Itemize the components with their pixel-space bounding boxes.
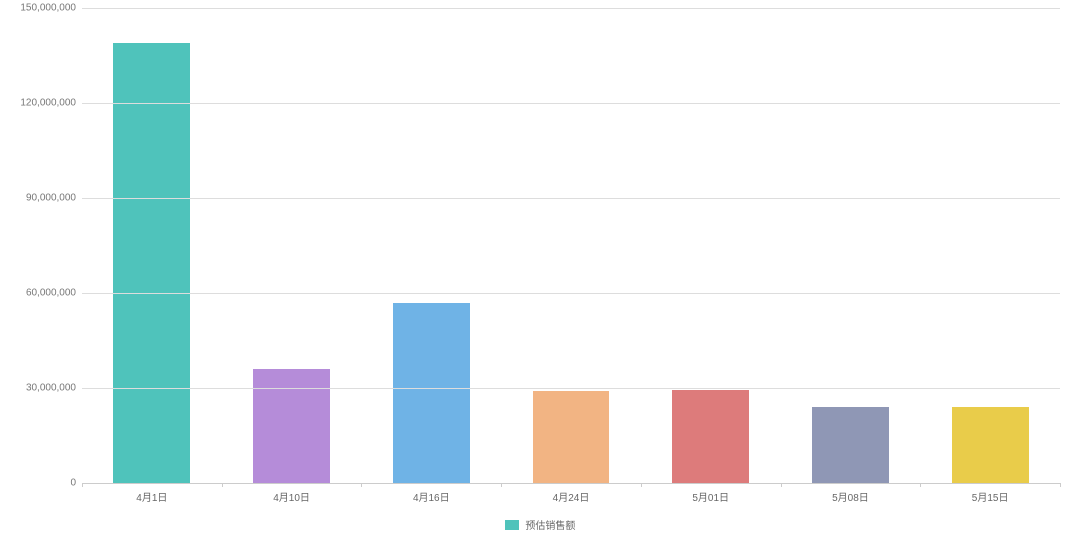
y-tick-label: 30,000,000 [26, 383, 82, 394]
bars-layer [82, 8, 1060, 483]
y-tick-label: 120,000,000 [20, 98, 82, 109]
x-tick-label: 4月1日 [136, 483, 167, 504]
legend: 预估销售额 [0, 517, 1080, 532]
x-axis-tick [920, 483, 921, 487]
x-axis-tick [361, 483, 362, 487]
bar[interactable] [952, 407, 1029, 483]
x-axis-tick [501, 483, 502, 487]
bar[interactable] [113, 43, 190, 483]
x-axis-tick [641, 483, 642, 487]
x-axis-tick [781, 483, 782, 487]
y-tick-label: 150,000,000 [20, 3, 82, 14]
y-tick-label: 0 [70, 478, 82, 489]
bar[interactable] [253, 369, 330, 483]
bar[interactable] [812, 407, 889, 483]
x-tick-label: 5月08日 [832, 483, 869, 504]
x-tick-label: 5月15日 [972, 483, 1009, 504]
gridline [82, 388, 1060, 389]
gridline [82, 198, 1060, 199]
y-tick-label: 90,000,000 [26, 193, 82, 204]
x-axis-tick [1060, 483, 1061, 487]
gridline [82, 293, 1060, 294]
legend-swatch [505, 520, 519, 530]
x-tick-label: 4月16日 [413, 483, 450, 504]
x-tick-label: 5月01日 [692, 483, 729, 504]
y-tick-label: 60,000,000 [26, 288, 82, 299]
gridline [82, 8, 1060, 9]
bar[interactable] [393, 303, 470, 484]
bar[interactable] [672, 390, 749, 483]
sales-bar-chart: 0 30,000,000 60,000,000 90,000,000 120,000,0… [0, 0, 1080, 542]
x-tick-label: 4月24日 [553, 483, 590, 504]
plot-area: 030,000,00060,000,00090,000,000120,000,0… [82, 8, 1060, 484]
legend-label: 预估销售额 [525, 521, 575, 532]
x-tick-label: 4月10日 [273, 483, 310, 504]
gridline [82, 103, 1060, 104]
x-axis-tick [222, 483, 223, 487]
x-axis-tick [82, 483, 83, 487]
bar[interactable] [533, 391, 610, 483]
